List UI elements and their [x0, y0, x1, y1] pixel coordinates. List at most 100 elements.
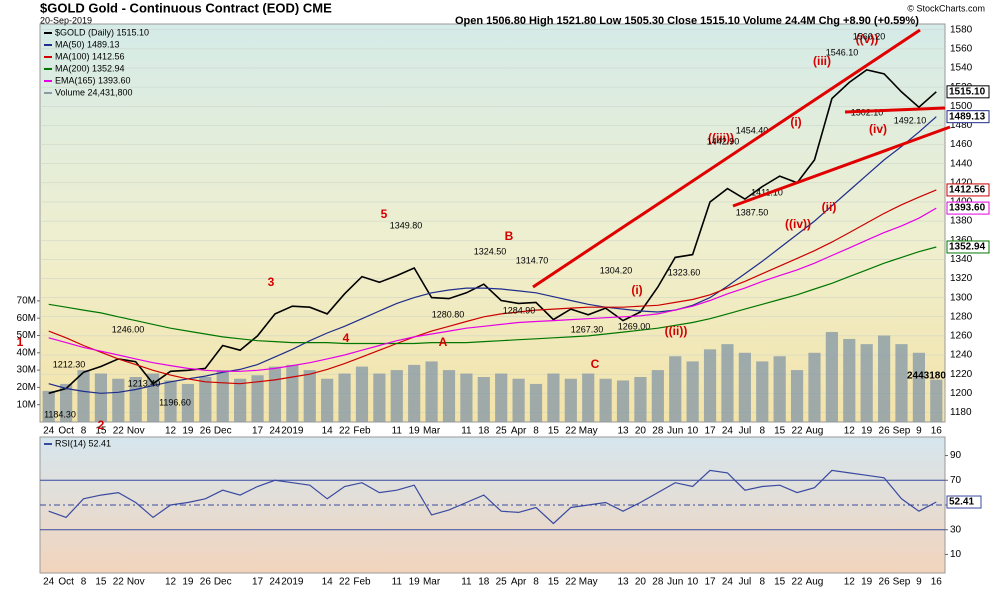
price-label: 1304.20 — [600, 265, 633, 275]
volume-bar — [42, 390, 55, 422]
y-tick-label: 10 — [950, 549, 962, 560]
x-tick-label: 24 — [43, 577, 55, 588]
x-tick-label: 8 — [81, 577, 87, 588]
y-tick-label: 1540 — [950, 63, 973, 74]
wave-label: (iii) — [813, 54, 831, 68]
x-tick-label: 12 — [165, 577, 177, 588]
x-tick-label: Nov — [127, 577, 145, 588]
y-tick-label: 1460 — [950, 139, 973, 150]
volume-bar — [355, 366, 369, 422]
x-tick-label: 8 — [759, 577, 765, 588]
credit: © StockCharts.com — [907, 3, 985, 13]
volume-bar — [338, 373, 351, 422]
x-tick-label: Jun — [667, 577, 683, 588]
volume-bar — [495, 373, 508, 422]
quote: Open 1506.80 High 1521.80 Low 1505.30 Cl… — [455, 15, 919, 27]
y-tick-label: 1580 — [950, 24, 973, 35]
x-tick-label: 26 — [879, 426, 891, 437]
price-label: 1246.00 — [112, 324, 145, 334]
x-tick-label: 17 — [252, 426, 264, 437]
legend-entry: $GOLD (Daily) 1515.10 — [55, 27, 149, 37]
x-tick-label: 12 — [844, 426, 856, 437]
x-tick-label: Feb — [353, 426, 371, 437]
x-tick-label: 24 — [269, 577, 281, 588]
x-tick-label: 8 — [81, 426, 87, 437]
value-tag-box — [946, 201, 990, 215]
x-tick-label: 8 — [533, 426, 539, 437]
price-label: 1269.00 — [618, 321, 651, 331]
y-tick-label: 1420 — [950, 177, 973, 188]
volume-bar — [599, 378, 612, 422]
volume-bar — [321, 378, 334, 422]
wave-label: A — [439, 335, 448, 349]
x-tick-label: 18 — [478, 577, 490, 588]
x-tick-label: 22 — [113, 577, 125, 588]
volume-bar — [669, 356, 682, 422]
x-tick-label: Sep — [893, 426, 911, 437]
x-tick-label: 25 — [496, 426, 508, 437]
wave-label: ((iv)) — [785, 217, 811, 231]
volume-bar — [895, 344, 908, 422]
y-tick-label: 1380 — [950, 216, 973, 227]
price-label: 1212.30 — [53, 359, 86, 369]
wave-label: C — [591, 357, 600, 371]
wave-label: 5 — [381, 207, 388, 221]
x-tick-label: 13 — [617, 426, 629, 437]
y2-tick-label: 40M — [17, 347, 36, 358]
volume-bar — [616, 380, 630, 422]
price-label: 1442.90 — [707, 136, 740, 146]
volume-bar — [251, 375, 264, 422]
value-tag: 1352.94 — [949, 242, 986, 253]
price-label: 1324.50 — [474, 246, 507, 256]
x-tick-label: 26 — [879, 577, 891, 588]
price-label: 1546.10 — [826, 47, 859, 57]
rsi-line — [48, 469, 937, 525]
x-tick-label: 10 — [687, 577, 699, 588]
price-label: 1184.30 — [44, 409, 76, 419]
x-tick-label: 8 — [533, 577, 539, 588]
chart-date: 20-Sep-2019 — [40, 15, 92, 25]
volume-bar — [77, 370, 90, 422]
x-tick-label: 19 — [409, 426, 421, 437]
wave-label: 3 — [268, 275, 275, 289]
legend-entry: EMA(165) 1393.60 — [55, 75, 131, 85]
x-tick-label: Mar — [423, 426, 441, 437]
legend-entry: MA(50) 1489.13 — [55, 39, 120, 49]
x-tick-label: 14 — [322, 577, 334, 588]
x-tick-label: 17 — [252, 577, 264, 588]
x-tick-label: 11 — [461, 426, 472, 437]
x-tick-label: 2019 — [281, 426, 304, 437]
x-tick-label: 19 — [409, 577, 421, 588]
value-tag-box — [946, 85, 990, 99]
ma-line — [48, 189, 937, 385]
price-label: 1454.40 — [736, 125, 769, 135]
value-tag: 1515.10 — [949, 86, 986, 97]
x-tick-label: 2019 — [281, 577, 304, 588]
price-label: 1314.70 — [516, 255, 549, 265]
x-tick-label: Oct — [58, 426, 74, 437]
x-tick-label: 17 — [704, 577, 716, 588]
volume-bar — [147, 373, 160, 422]
volume-bar — [808, 352, 821, 422]
value-tag-box — [946, 183, 990, 197]
x-tick-label: 19 — [182, 426, 194, 437]
x-tick-label: 14 — [322, 426, 334, 437]
volume-bar — [286, 364, 299, 422]
value-tag: 52.41 — [949, 497, 974, 508]
value-tag: 1412.56 — [949, 185, 986, 196]
x-tick-label: 15 — [774, 426, 786, 437]
x-tick-label: 22 — [565, 577, 577, 588]
volume-bar — [564, 378, 577, 422]
volume-bar — [477, 377, 490, 422]
x-tick-label: 15 — [95, 577, 107, 588]
x-tick-label: 22 — [339, 426, 351, 437]
x-tick-label: 15 — [95, 426, 107, 437]
volume-bar — [756, 361, 769, 422]
volume-bar — [460, 373, 473, 422]
x-tick-label: 13 — [617, 577, 629, 588]
price-label: 1284.90 — [503, 305, 536, 315]
x-tick-label: 10 — [687, 426, 699, 437]
y-tick-label: 1260 — [950, 331, 973, 342]
volume-bar — [651, 370, 664, 422]
price-label: 1349.80 — [390, 220, 423, 230]
